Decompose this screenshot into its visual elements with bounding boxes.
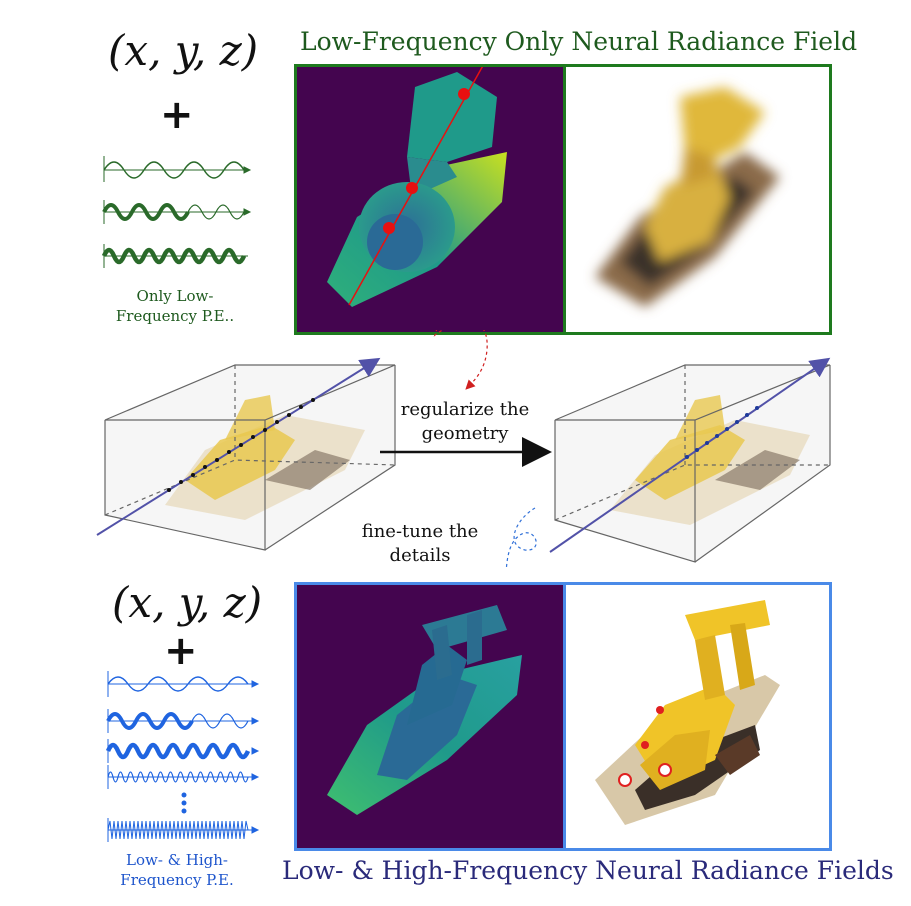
bottom-render-panel	[294, 582, 832, 851]
bottom-pe-caption: Low- & High- Frequency P.E.	[112, 850, 242, 890]
top-title: Low-Frequency Only Neural Radiance Field	[300, 27, 858, 56]
finetune-label-line2: details	[389, 545, 451, 566]
middle-diagram	[96, 330, 831, 570]
bottom-plus-sign: +	[164, 628, 198, 674]
bottom-depth-map	[297, 585, 565, 848]
top-render-panel	[294, 64, 832, 335]
top-pe-caption-line1: Only Low-	[136, 287, 214, 305]
bottom-panel-divider	[563, 585, 566, 848]
top-positional-encoding-waves	[101, 156, 252, 268]
regularize-label-line2: geometry	[421, 423, 509, 444]
low-freq-wave-1	[103, 156, 252, 182]
regularize-label-line1: regularize the	[400, 399, 530, 420]
ellipsis-dots	[181, 792, 187, 814]
bottom-pe-caption-line2: Frequency P.E.	[120, 871, 234, 889]
low-freq-wave-3	[101, 244, 248, 268]
left-scene-box	[96, 357, 396, 551]
top-plus-sign: +	[160, 92, 194, 138]
right-scene-box	[549, 357, 831, 563]
top-depth-map	[297, 67, 565, 332]
top-pe-caption-line2: Frequency P.E..	[115, 307, 235, 325]
top-coords-label: (x, y, z)	[108, 26, 259, 75]
finetune-label: fine-tune the details	[355, 520, 485, 568]
finetune-label-line1: fine-tune the	[361, 521, 479, 542]
top-panel-divider	[563, 67, 566, 332]
bottom-coords-label: (x, y, z)	[112, 578, 263, 627]
bottom-pe-caption-line1: Low- & High-	[126, 851, 228, 869]
bottom-title: Low- & High-Frequency Neural Radiance Fi…	[282, 856, 894, 885]
bottom-rgb-render	[565, 585, 829, 848]
top-pe-caption: Only Low- Frequency P.E..	[110, 286, 240, 326]
top-rgb-render	[565, 67, 829, 332]
bottom-positional-encoding-waves	[105, 671, 260, 842]
blue-dashed-arrow	[505, 507, 537, 570]
low-freq-wave-2	[102, 200, 252, 224]
regularize-label: regularize the geometry	[385, 398, 545, 446]
